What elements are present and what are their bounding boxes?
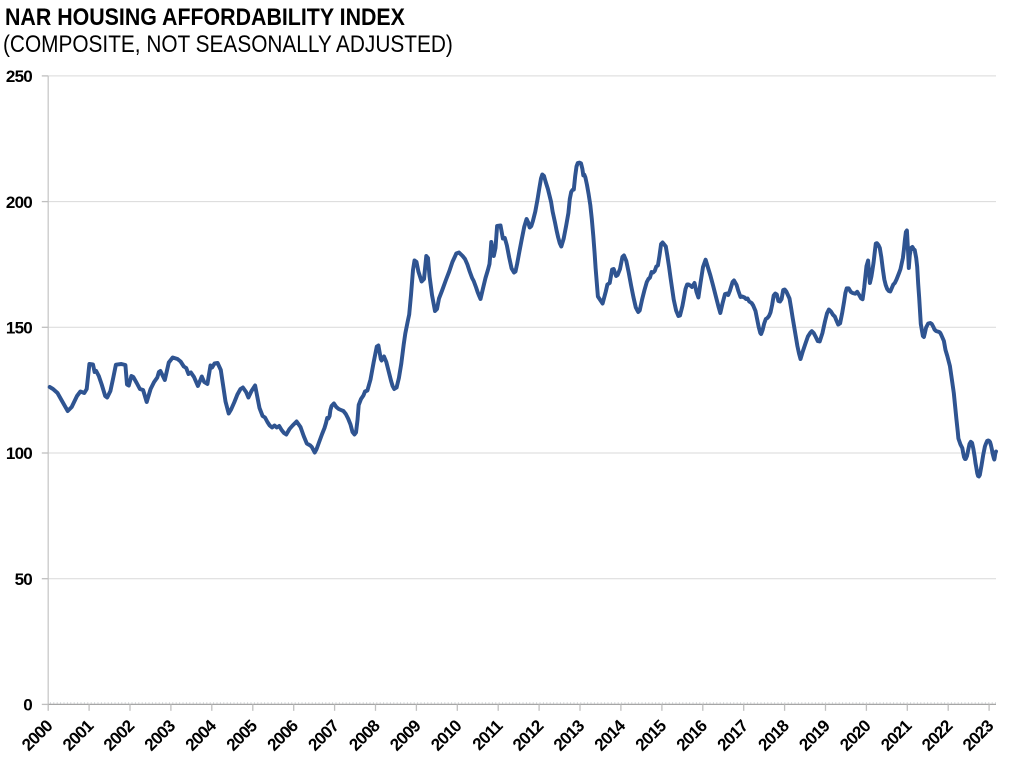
svg-text:2019: 2019: [795, 716, 833, 754]
svg-text:2009: 2009: [386, 716, 424, 754]
svg-text:2015: 2015: [632, 716, 670, 754]
svg-text:100: 100: [6, 444, 32, 463]
svg-text:2012: 2012: [509, 716, 547, 754]
svg-text:2014: 2014: [591, 716, 630, 755]
svg-text:2007: 2007: [305, 716, 343, 754]
svg-text:2010: 2010: [427, 716, 465, 754]
svg-text:2021: 2021: [877, 716, 915, 754]
svg-text:2017: 2017: [714, 716, 752, 754]
svg-text:50: 50: [15, 570, 33, 589]
svg-text:2016: 2016: [673, 716, 711, 754]
svg-text:2013: 2013: [550, 716, 588, 754]
svg-text:2020: 2020: [836, 716, 874, 754]
svg-text:2006: 2006: [264, 716, 302, 754]
svg-text:2003: 2003: [141, 716, 179, 754]
svg-text:2008: 2008: [345, 716, 383, 754]
svg-text:0: 0: [23, 696, 32, 715]
svg-text:2002: 2002: [100, 716, 138, 754]
svg-text:200: 200: [6, 193, 32, 212]
svg-text:2011: 2011: [469, 716, 506, 753]
svg-text:2005: 2005: [223, 716, 261, 754]
svg-text:2018: 2018: [755, 716, 793, 754]
svg-text:2022: 2022: [918, 716, 956, 754]
svg-text:2023: 2023: [959, 716, 997, 754]
svg-text:2001: 2001: [59, 716, 97, 754]
svg-text:2004: 2004: [182, 716, 221, 755]
svg-text:2000: 2000: [18, 716, 56, 754]
svg-text:250: 250: [6, 67, 32, 86]
svg-text:150: 150: [6, 319, 32, 338]
